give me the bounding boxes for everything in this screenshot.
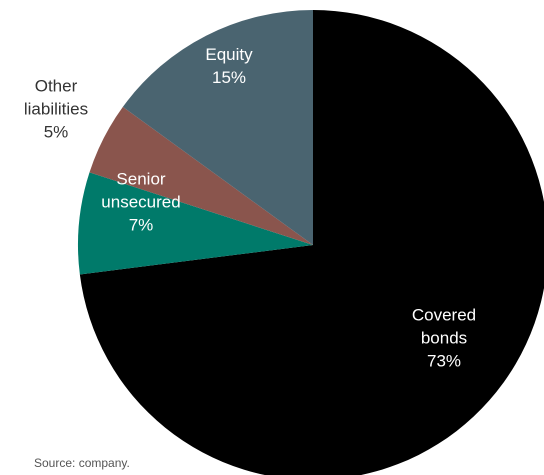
slice-value-label-3: 15% [212, 68, 246, 87]
slice-name-label-0: bonds [421, 328, 467, 347]
pie-slice-1 [78, 172, 313, 275]
slice-name-label-1: Senior [116, 169, 165, 188]
pie-slice-3 [122, 10, 313, 245]
pie-slice-2 [89, 106, 314, 245]
slice-value-label-1: 7% [129, 215, 154, 234]
slice-name-label-1: unsecured [101, 192, 180, 211]
slice-value-label-0: 73% [427, 351, 461, 370]
source-note: Source: company. [34, 456, 130, 470]
slice-value-label-2: 5% [44, 122, 69, 141]
slice-name-label-0: Covered [412, 305, 476, 324]
slice-name-label-2: Other [35, 76, 78, 95]
slice-name-label-2: liabilities [24, 99, 88, 118]
pie-slice-0 [79, 10, 544, 475]
slice-name-label-3: Equity [205, 45, 253, 64]
